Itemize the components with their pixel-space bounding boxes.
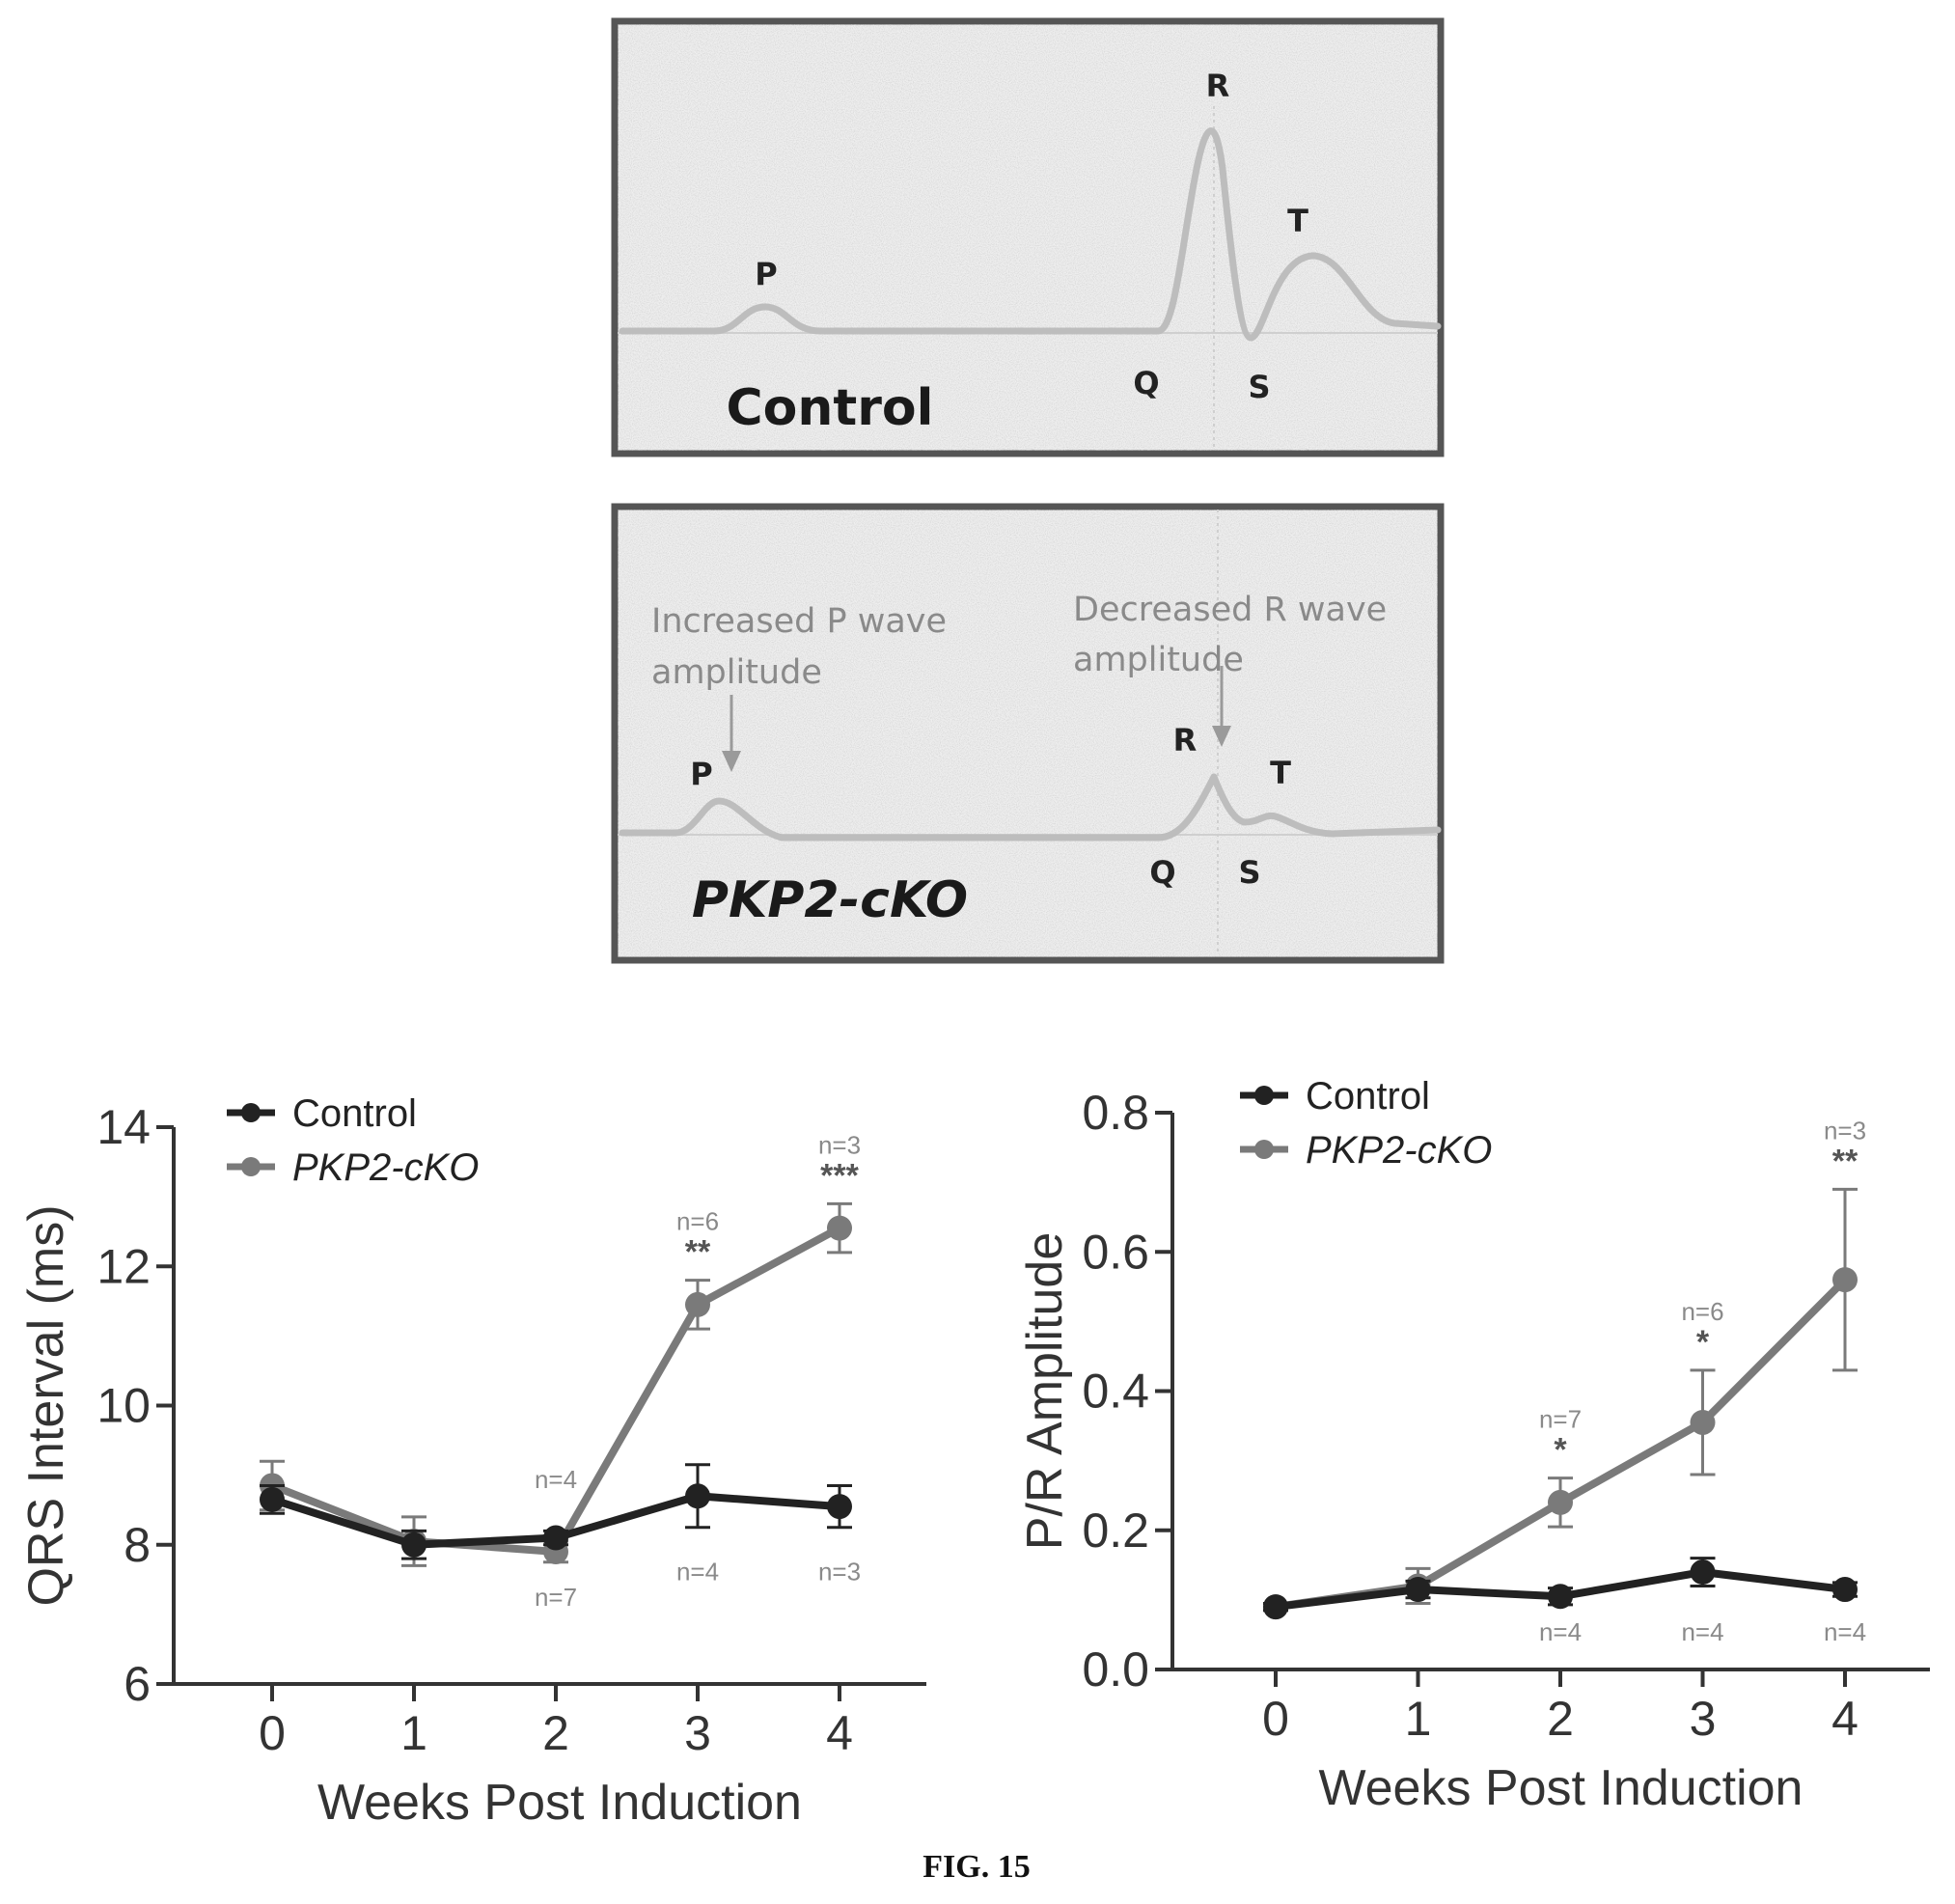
x-tick-label: 1 <box>1405 1692 1432 1746</box>
cko-title: PKP2-cKO <box>692 871 968 929</box>
data-point <box>1690 1409 1716 1435</box>
control-label-t: T <box>1287 203 1308 239</box>
n-label-control: n=4 <box>1824 1617 1866 1646</box>
ecg-cko-box: Increased P wave amplitude Decreased R w… <box>611 503 1445 964</box>
p-arrow-head <box>722 751 741 772</box>
x-axis-title: Weeks Post Induction <box>317 1775 802 1831</box>
n-label-control: n=4 <box>1681 1617 1723 1646</box>
y-tick-label: 0.0 <box>1082 1642 1149 1697</box>
y-tick-label: 8 <box>124 1518 151 1572</box>
y-tick-label: 10 <box>96 1379 151 1433</box>
control-label-q: Q <box>1133 365 1159 401</box>
x-tick-label: 1 <box>400 1706 427 1760</box>
n-label-cko: n=3 <box>818 1130 861 1159</box>
n-label-cko: n=4 <box>535 1465 577 1494</box>
cko-label-q: Q <box>1149 854 1175 891</box>
x-tick-label: 3 <box>684 1706 711 1760</box>
x-axis-title: Weeks Post Induction <box>1319 1760 1804 1816</box>
x-tick-label: 0 <box>1262 1692 1289 1746</box>
cko-label-p: P <box>690 756 712 792</box>
data-point <box>685 1483 710 1509</box>
figure-caption: FIG. 15 <box>922 1849 1030 1885</box>
n-label-control: n=4 <box>676 1558 719 1587</box>
n-label-cko: n=3 <box>1824 1116 1866 1145</box>
y-tick-label: 0.6 <box>1082 1225 1149 1279</box>
significance-stars: ** <box>1832 1143 1859 1179</box>
x-tick-label: 4 <box>826 1706 853 1760</box>
legend-label: PKP2-cKO <box>292 1146 479 1189</box>
legend-label: Control <box>292 1092 417 1135</box>
control-label-r: R <box>1206 68 1230 104</box>
n-label-cko: n=6 <box>1681 1297 1723 1326</box>
y-axis-title: P/R Amplitude <box>1017 1232 1073 1551</box>
cko-ecg-trace <box>619 773 1442 842</box>
legend-label: PKP2-cKO <box>1306 1129 1492 1172</box>
x-tick-label: 4 <box>1831 1692 1859 1746</box>
legend-label: Control <box>1306 1075 1430 1118</box>
data-point <box>685 1291 710 1317</box>
x-tick-label: 2 <box>542 1706 569 1760</box>
y-tick-label: 0.4 <box>1082 1365 1149 1419</box>
y-axis-title: QRS Interval (ms) <box>18 1204 74 1606</box>
x-tick-label: 2 <box>1547 1692 1574 1746</box>
n-label-cko: n=7 <box>1539 1405 1582 1434</box>
y-tick-label: 14 <box>96 1100 151 1154</box>
r-arrow-head <box>1212 726 1231 747</box>
data-point <box>260 1486 285 1512</box>
significance-stars: * <box>1554 1432 1567 1469</box>
cko-note-p-line1: Increased P wave <box>651 602 947 641</box>
control-title: Control <box>727 379 934 437</box>
data-point <box>1832 1577 1858 1603</box>
n-label-cko: n=6 <box>676 1207 719 1236</box>
y-tick-label: 0.2 <box>1082 1504 1149 1558</box>
n-label-control: n=4 <box>1539 1617 1582 1646</box>
legend-swatch-marker <box>241 1157 261 1176</box>
significance-stars: * <box>1696 1324 1710 1361</box>
cko-note-r-line1: Decreased R wave <box>1073 591 1387 629</box>
cko-note-p-line2: amplitude <box>651 653 822 692</box>
cko-note-r-line2: amplitude <box>1073 641 1244 679</box>
control-label-s: S <box>1248 369 1270 405</box>
ecg-panel: P R T Q S Control Increased P wave ampli… <box>611 17 1445 964</box>
data-point <box>1548 1489 1573 1515</box>
significance-stars: ** <box>685 1234 711 1271</box>
data-point <box>1832 1267 1858 1293</box>
x-tick-label: 0 <box>259 1706 286 1760</box>
data-point <box>827 1215 852 1241</box>
data-point <box>1548 1584 1573 1610</box>
data-point <box>1263 1594 1288 1620</box>
data-point <box>1690 1559 1716 1586</box>
data-point <box>1405 1577 1431 1603</box>
y-tick-label: 6 <box>124 1657 151 1711</box>
n-label-control: n=3 <box>818 1558 861 1587</box>
control-label-p: P <box>755 256 777 292</box>
significance-stars: *** <box>820 1157 859 1194</box>
data-point <box>543 1525 568 1551</box>
ecg-control-box: P R T Q S Control <box>611 17 1445 457</box>
x-tick-label: 3 <box>1690 1692 1717 1746</box>
control-ecg-trace <box>619 127 1442 342</box>
legend-swatch-marker <box>1254 1086 1274 1105</box>
legend-swatch-marker <box>1254 1140 1274 1159</box>
cko-label-s: S <box>1238 854 1260 891</box>
n-label-extra: n=7 <box>535 1583 577 1612</box>
data-point <box>827 1494 852 1520</box>
cko-label-r: R <box>1173 722 1198 759</box>
y-tick-label: 0.8 <box>1082 1086 1149 1140</box>
cko-label-t: T <box>1270 755 1291 791</box>
legend-swatch-marker <box>241 1103 261 1122</box>
y-tick-label: 12 <box>96 1239 151 1293</box>
data-point <box>401 1531 427 1558</box>
pr-amplitude-chart: 0.0 0.2 0.4 0.6 0.8 0 1 2 3 4 Weeks Post Induction… <box>1017 1075 1930 1816</box>
